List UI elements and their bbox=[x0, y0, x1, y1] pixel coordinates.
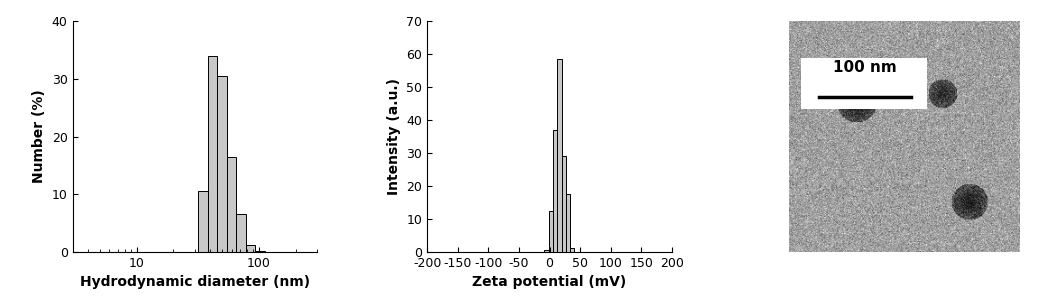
Bar bbox=[557, 59, 561, 252]
Bar bbox=[566, 194, 570, 252]
Bar bbox=[255, 251, 265, 252]
Y-axis label: Intensity (a.u.): Intensity (a.u.) bbox=[387, 78, 401, 195]
Bar bbox=[246, 245, 255, 252]
FancyBboxPatch shape bbox=[801, 58, 927, 109]
Text: 100 nm: 100 nm bbox=[834, 60, 897, 75]
X-axis label: Hydrodynamic diameter (nm): Hydrodynamic diameter (nm) bbox=[80, 275, 310, 289]
Bar bbox=[198, 191, 207, 252]
Bar bbox=[561, 156, 566, 252]
Bar bbox=[549, 211, 553, 252]
Bar bbox=[227, 157, 236, 252]
X-axis label: Zeta potential (mV): Zeta potential (mV) bbox=[473, 275, 626, 289]
Bar bbox=[544, 250, 549, 252]
Y-axis label: Number (%): Number (%) bbox=[32, 90, 47, 184]
Bar bbox=[236, 214, 246, 252]
Bar bbox=[217, 76, 227, 252]
Bar bbox=[207, 56, 218, 252]
Bar bbox=[553, 130, 557, 252]
Bar bbox=[570, 248, 574, 252]
